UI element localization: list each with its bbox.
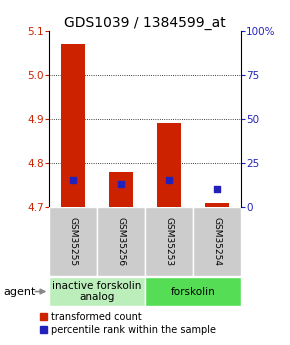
Text: agent: agent <box>3 287 35 296</box>
Text: inactive forskolin
analog: inactive forskolin analog <box>52 281 142 302</box>
Bar <box>193 207 241 276</box>
Bar <box>61 44 85 207</box>
Point <box>71 177 75 183</box>
Bar <box>157 124 181 207</box>
Text: GSM35253: GSM35253 <box>164 217 173 266</box>
Bar <box>109 172 133 207</box>
Point <box>119 181 124 187</box>
Point <box>214 186 219 191</box>
Legend: transformed count, percentile rank within the sample: transformed count, percentile rank withi… <box>40 312 216 335</box>
Bar <box>49 277 145 306</box>
Text: GSM35254: GSM35254 <box>212 217 221 266</box>
Bar <box>145 277 241 306</box>
Text: GSM35255: GSM35255 <box>69 217 78 266</box>
Text: forskolin: forskolin <box>171 287 215 296</box>
Bar <box>145 207 193 276</box>
Title: GDS1039 / 1384599_at: GDS1039 / 1384599_at <box>64 16 226 30</box>
Bar <box>49 207 97 276</box>
Point <box>166 177 171 183</box>
Bar <box>97 207 145 276</box>
Bar <box>205 203 229 207</box>
Text: GSM35256: GSM35256 <box>117 217 126 266</box>
